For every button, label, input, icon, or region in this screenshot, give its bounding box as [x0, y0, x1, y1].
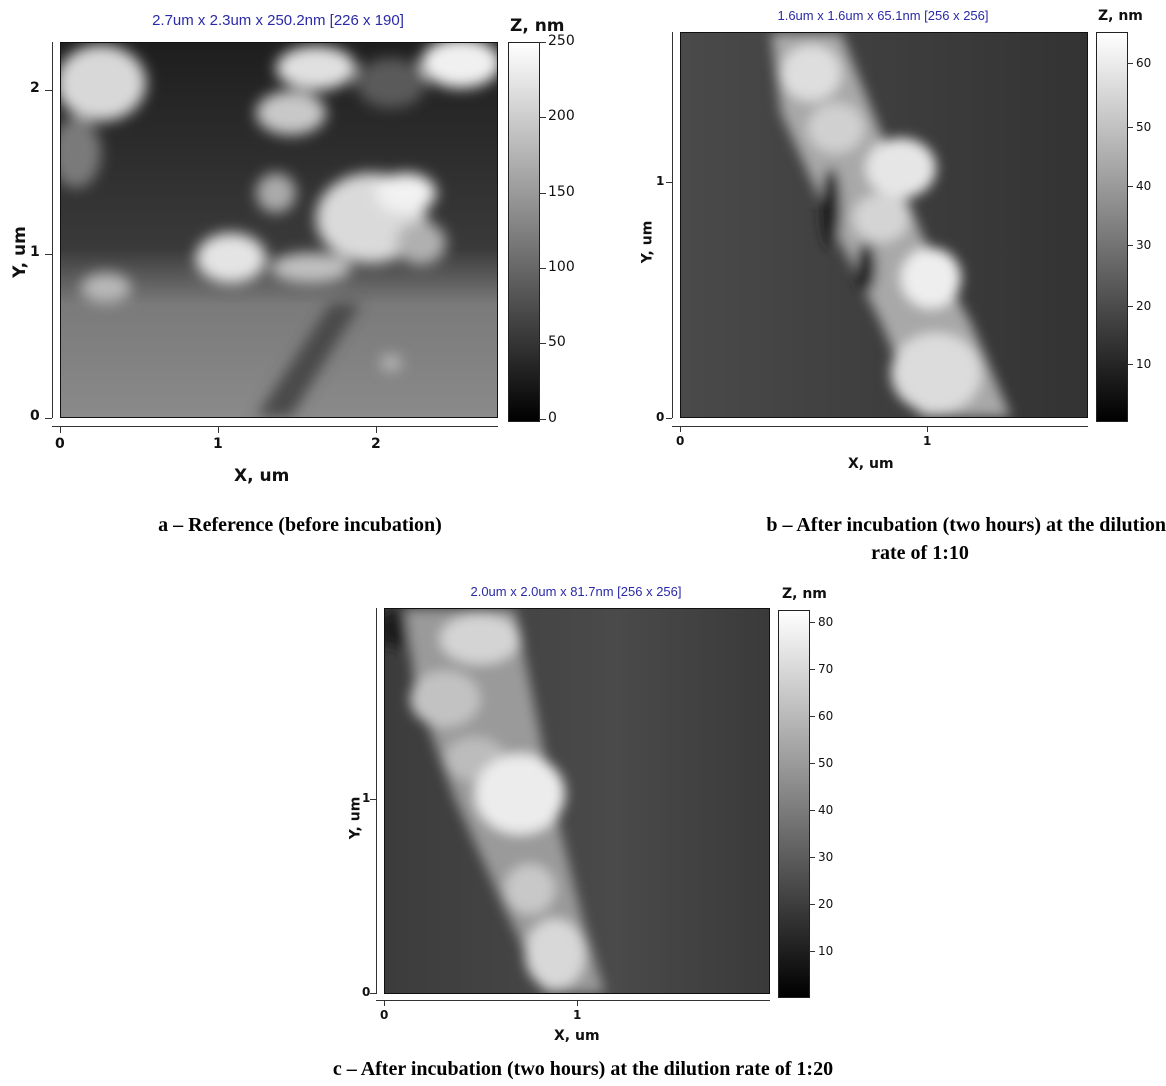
- panel-a-z-tick-label: 200: [548, 108, 575, 124]
- panel-b-caption-line2: rate of 1:10: [871, 542, 969, 564]
- panel-b-z-title: Z, nm: [1098, 8, 1143, 24]
- panel-c-y-axis-title: Y, um: [347, 796, 364, 840]
- panel-b-z-tick-label: 40: [1136, 179, 1152, 193]
- panel-a-z-tick: [539, 42, 546, 43]
- panel-b-x-axis-title: X, um: [848, 456, 894, 472]
- panel-a-x-tick-label: 1: [213, 436, 223, 452]
- panel-b-y-tick: [666, 418, 672, 419]
- panel-a-z-tick-label: 150: [548, 184, 575, 200]
- panel-c-z-tick: [809, 669, 815, 670]
- panel-c-z-tick-label: 70: [818, 662, 834, 676]
- panel-a-x-tick-label: 2: [371, 436, 381, 452]
- panel-b-z-tick: [1127, 364, 1133, 365]
- panel-a-afm-image: [60, 42, 498, 418]
- panel-b-y-tick-label: 0: [656, 410, 665, 424]
- panel-c-z-tick: [809, 716, 815, 717]
- panel-a-x-tick: [376, 426, 377, 433]
- panel-a-z-colorbar: [508, 42, 540, 422]
- panel-a-y-axis-line: [52, 42, 53, 418]
- panel-b-z-tick-label: 50: [1136, 120, 1152, 134]
- panel-a-x-tick-label: 0: [55, 436, 65, 452]
- panel-a-z-tick-label: 250: [548, 33, 575, 49]
- panel-a-z-tick: [539, 419, 546, 420]
- panel-b-z-tick-label: 20: [1136, 299, 1152, 313]
- panel-a-x-axis-title: X, um: [234, 466, 290, 486]
- panel-a-y-tick: [45, 254, 52, 255]
- panel-c-x-axis-line: [376, 1000, 770, 1001]
- panel-a-y-tick: [45, 90, 52, 91]
- panel-a-y-tick-label: 1: [30, 244, 40, 260]
- panel-c-x-tick-label: 0: [380, 1008, 389, 1022]
- panel-c-scan-title: 2.0um x 2.0um x 81.7nm [256 x 256]: [470, 584, 682, 599]
- panel-c-z-tick-label: 40: [818, 803, 834, 817]
- panel-a-y-tick: [45, 418, 52, 419]
- panel-a-x-tick: [218, 426, 219, 433]
- panel-b-z-tick: [1127, 63, 1133, 64]
- panel-c-x-tick-label: 1: [573, 1008, 582, 1022]
- panel-a-z-tick-label: 0: [548, 410, 557, 426]
- panel-a-z-tick: [539, 193, 546, 194]
- panel-a-scan-title: 2.7um x 2.3um x 250.2nm [226 x 190]: [152, 12, 404, 29]
- panel-c-y-axis-line: [376, 608, 377, 994]
- panel-c-y-tick: [370, 993, 376, 994]
- panel-c-x-axis-title: X, um: [554, 1028, 600, 1044]
- panel-b-x-tick: [927, 426, 928, 432]
- panel-b-y-axis-title: Y, um: [639, 220, 656, 264]
- panel-c-y-tick-label: 1: [362, 791, 371, 805]
- panel-b-z-tick-label: 30: [1136, 238, 1152, 252]
- panel-b-y-tick: [666, 182, 672, 183]
- panel-c-y-tick: [370, 799, 376, 800]
- panel-c-afm-image: [384, 608, 770, 994]
- panel-a-caption: a – Reference (before incubation): [158, 514, 442, 536]
- panel-c-x-tick: [384, 1000, 385, 1006]
- panel-b-z-tick-label: 10: [1136, 357, 1152, 371]
- panel-a-z-title: Z, nm: [510, 16, 565, 36]
- panel-a-y-axis-title: Y, um: [9, 226, 30, 278]
- panel-b-z-tick: [1127, 127, 1133, 128]
- panel-b-z-tick: [1127, 306, 1133, 307]
- panel-c-z-tick: [809, 857, 815, 858]
- panel-a-y-tick-label: 0: [30, 408, 40, 424]
- panel-c-z-tick-label: 10: [818, 944, 834, 958]
- panel-c-z-tick-label: 80: [818, 615, 834, 629]
- panel-a-z-tick-label: 100: [548, 259, 575, 275]
- panel-a-z-tick-label: 50: [548, 334, 566, 350]
- panel-a-x-axis-line: [52, 426, 498, 427]
- panel-b-scan-title: 1.6um x 1.6um x 65.1nm [256 x 256]: [777, 8, 989, 23]
- panel-b-x-axis-line: [672, 426, 1088, 427]
- panel-c-z-tick: [809, 622, 815, 623]
- panel-c-z-tick: [809, 951, 815, 952]
- panel-a-z-tick: [539, 268, 546, 269]
- panel-b-y-axis-line: [672, 32, 673, 418]
- panel-c-z-tick-label: 50: [818, 756, 834, 770]
- panel-c-z-title: Z, nm: [782, 586, 827, 602]
- panel-b-y-tick-label: 1: [656, 174, 665, 188]
- panel-c-caption: c – After incubation (two hours) at the …: [332, 1058, 834, 1080]
- panel-b-z-tick: [1127, 186, 1133, 187]
- panel-b-x-tick-label: 0: [676, 434, 685, 448]
- panel-a-z-tick: [539, 117, 546, 118]
- panel-c-z-tick-label: 30: [818, 850, 834, 864]
- panel-c-z-colorbar: [778, 610, 810, 998]
- panel-c-z-tick-label: 20: [818, 897, 834, 911]
- panel-b-x-tick: [680, 426, 681, 432]
- panel-b-z-tick: [1127, 245, 1133, 246]
- panel-c-z-tick-label: 60: [818, 709, 834, 723]
- panel-c-x-tick: [577, 1000, 578, 1006]
- panel-b-z-tick-label: 60: [1136, 56, 1152, 70]
- panel-b-afm-image: [680, 32, 1088, 418]
- panel-c-z-tick: [809, 763, 815, 764]
- panel-a-x-tick: [60, 426, 61, 433]
- panel-c-z-tick: [809, 904, 815, 905]
- panel-c-z-tick: [809, 810, 815, 811]
- panel-b-caption-line1: b – After incubation (two hours) at the …: [766, 514, 1166, 536]
- panel-a-z-tick: [539, 343, 546, 344]
- panel-c-y-tick-label: 0: [362, 985, 371, 999]
- panel-b-z-colorbar: [1096, 32, 1128, 422]
- panel-b-x-tick-label: 1: [923, 434, 932, 448]
- panel-a-y-tick-label: 2: [30, 80, 40, 96]
